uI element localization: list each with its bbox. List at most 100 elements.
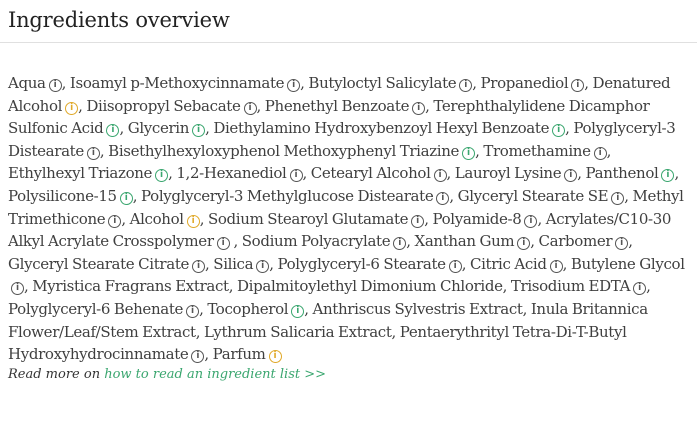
ingredient-separator: ,	[168, 164, 177, 183]
ingredient-separator: ,	[522, 299, 531, 318]
info-icon[interactable]: i	[611, 191, 625, 205]
ingredient-item: Diisopropyl Sebacate i,	[86, 97, 264, 115]
ingredient-name: Polyglyceryl-6 Stearate	[277, 254, 446, 273]
ingredient-separator: ,	[199, 299, 208, 318]
ingredient-name: Denatured Alcohol	[8, 74, 671, 115]
info-icon[interactable]: i	[524, 214, 538, 228]
info-icon[interactable]: i	[436, 191, 450, 205]
ingredient-name: Polyglyceryl-6 Behenate	[8, 299, 184, 318]
info-icon[interactable]: i	[412, 101, 426, 115]
info-icon[interactable]: i	[552, 124, 566, 138]
ingredient-item: Anthriscus Sylvestris Extract,	[313, 300, 531, 318]
ingredient-name: Parfum	[212, 345, 266, 364]
ingredient-item: Glyceryl Stearate SE i,	[458, 187, 633, 205]
ingredient-name: Glyceryl Stearate Citrate	[8, 254, 190, 273]
info-icon[interactable]: i	[291, 304, 305, 318]
ingredient-item: Polyamide-8 i,	[432, 210, 545, 228]
ingredient-name: Sodium Stearoyl Glutamate	[207, 209, 409, 228]
info-icon[interactable]: i	[268, 350, 282, 364]
ingredient-item: Polyglyceryl-3 Distearate i,	[8, 119, 676, 160]
ingredient-name: Citric Acid	[469, 254, 547, 273]
ingredient-separator: ,	[475, 141, 484, 160]
ingredient-separator: ,	[99, 141, 109, 160]
ingredient-name: Glyceryl Stearate SE	[457, 186, 609, 205]
ingredient-name: Panthenol	[585, 164, 659, 183]
info-icon[interactable]: i	[459, 79, 473, 92]
ingredient-name: 1,2-Hexanediol	[176, 164, 287, 183]
info-icon[interactable]: i	[549, 259, 563, 273]
ingredient-name: Silica	[213, 254, 254, 273]
ingredient-separator: ,	[205, 119, 214, 138]
info-icon[interactable]: i	[108, 214, 122, 228]
ingredient-name: Propanediol	[480, 74, 569, 92]
info-icon[interactable]: i	[192, 259, 206, 273]
info-icon[interactable]: i	[186, 214, 200, 228]
info-icon[interactable]: i	[633, 282, 647, 296]
ingredient-separator: ,	[391, 322, 400, 341]
ingredient-name: Carbomer	[538, 232, 613, 251]
read-more: Read more on how to read an ingredient l…	[8, 366, 687, 384]
ingredient-item: Butylene Glycol i,	[8, 255, 685, 296]
ingredient-name: Polysilicone-15	[8, 186, 117, 205]
ingredient-name: Phenethyl Benzoate	[264, 96, 410, 115]
ingredient-name: Dipalmitoylethyl Dimonium Chloride	[236, 277, 503, 296]
ingredient-list: Aqua i, Isoamyl p-Methoxycinnamate i, Buty…	[8, 72, 687, 366]
ingredient-item: Bisethylhexyloxyphenol Methoxyphenyl Tri…	[108, 142, 483, 160]
info-icon[interactable]: i	[517, 237, 531, 251]
info-icon[interactable]: i	[448, 259, 462, 273]
ingredient-name: Inula Britannica Flower/Leaf/Stem Extrac…	[8, 299, 648, 341]
ingredient-guide-link[interactable]: how to read an ingredient list >>	[104, 366, 327, 382]
ingredient-name: Lauroyl Lysine	[454, 164, 562, 183]
ingredient-separator: ,	[132, 186, 142, 205]
ingredient-item: Polyglyceryl-6 Behenate i,	[8, 300, 207, 318]
info-icon[interactable]: i	[186, 304, 200, 318]
ingredient-separator: ,	[565, 119, 574, 138]
info-icon[interactable]: i	[462, 146, 476, 160]
ingredient-separator: ,	[121, 209, 130, 228]
info-icon[interactable]: i	[86, 146, 100, 160]
info-icon[interactable]: i	[119, 191, 133, 205]
ingredient-name: Isoamyl p-Methoxycinnamate	[69, 74, 285, 92]
info-icon[interactable]: i	[564, 169, 578, 183]
ingredient-separator: ,	[584, 74, 593, 92]
info-icon[interactable]: i	[593, 146, 607, 160]
ingredient-separator: ,	[530, 232, 539, 251]
ingredient-separator: ,	[628, 232, 633, 251]
ingredient-item: 1,2-Hexanediol i,	[176, 164, 310, 183]
info-icon[interactable]: i	[287, 79, 301, 92]
ingredients-section: Aqua i, Isoamyl p-Methoxycinnamate i, Buty…	[0, 43, 697, 384]
ingredient-name: Polyglyceryl-3 Methylglucose Distearate	[141, 186, 434, 205]
ingredient-item: Polyglyceryl-6 Stearate i,	[277, 255, 470, 273]
ingredient-separator: ,	[229, 232, 242, 251]
ingredient-separator: ,	[204, 345, 213, 364]
ingredient-item: Pentaerythrityl Tetra-Di-T-Butyl Hydroxy…	[8, 323, 627, 364]
ingredient-item: Methyl Trimethicone i,	[8, 187, 684, 228]
ingredient-name: Methyl Trimethicone	[8, 186, 684, 228]
info-icon[interactable]: i	[11, 282, 24, 296]
ingredient-separator: ,	[606, 141, 612, 160]
ingredient-item: Sodium Polyacrylate i,	[241, 232, 415, 251]
info-icon[interactable]: i	[243, 101, 257, 115]
ingredient-item: Diethylamino Hydroxybenzoyl Hexyl Benzoa…	[213, 119, 574, 138]
info-icon[interactable]: i	[106, 124, 120, 138]
info-icon[interactable]: i	[48, 79, 62, 92]
ingredient-name: Sodium Polyacrylate	[241, 232, 391, 251]
ingredient-separator: ,	[269, 254, 278, 273]
info-icon[interactable]: i	[192, 124, 206, 138]
page-title: Ingredients overview	[8, 8, 230, 32]
info-icon[interactable]: i	[216, 237, 230, 251]
info-icon[interactable]: i	[191, 350, 205, 364]
info-icon[interactable]: i	[65, 101, 79, 115]
info-icon[interactable]: i	[615, 237, 629, 251]
info-icon[interactable]: i	[571, 79, 585, 92]
info-icon[interactable]: i	[289, 169, 303, 183]
info-icon[interactable]: i	[393, 237, 407, 251]
ingredient-separator: ,	[304, 299, 313, 318]
info-icon[interactable]: i	[256, 259, 270, 273]
ingredient-item: Sodium Stearoyl Glutamate i,	[208, 210, 433, 228]
info-icon[interactable]: i	[661, 169, 675, 183]
info-icon[interactable]: i	[155, 169, 169, 183]
info-icon[interactable]: i	[411, 214, 425, 228]
ingredient-item: Polysilicone-15 i,	[8, 187, 141, 205]
info-icon[interactable]: i	[433, 169, 447, 183]
